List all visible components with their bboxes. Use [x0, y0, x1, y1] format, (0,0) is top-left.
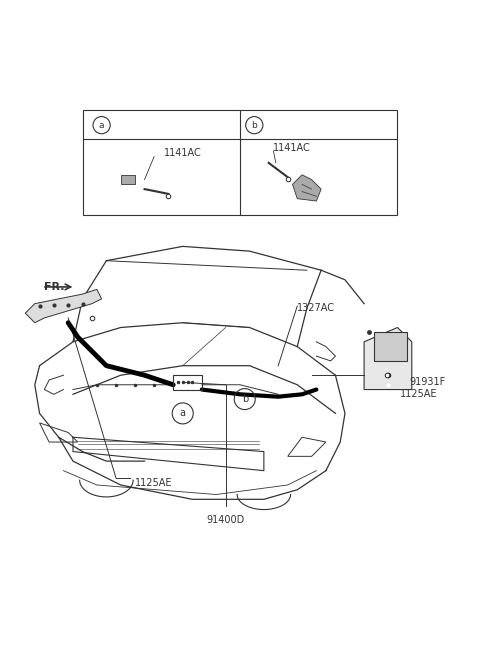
Text: a: a	[180, 409, 186, 419]
Text: FR.: FR.	[44, 282, 65, 292]
Text: b: b	[241, 394, 248, 404]
Bar	[173, 375, 202, 390]
Bar	[373, 332, 407, 361]
Polygon shape	[120, 175, 135, 184]
Text: 1141AC: 1141AC	[164, 148, 202, 159]
Text: 1125AE: 1125AE	[400, 389, 437, 400]
Text: b: b	[252, 121, 257, 130]
Polygon shape	[364, 328, 412, 390]
Polygon shape	[292, 175, 321, 201]
Text: 1141AC: 1141AC	[274, 143, 311, 153]
Bar	[83, 110, 397, 215]
Text: a: a	[99, 121, 104, 130]
Text: 91931F: 91931F	[409, 377, 445, 387]
Text: 91400D: 91400D	[206, 515, 245, 525]
Polygon shape	[25, 290, 102, 323]
Text: 1125AE: 1125AE	[135, 477, 172, 487]
Text: 1327AC: 1327AC	[297, 303, 335, 313]
